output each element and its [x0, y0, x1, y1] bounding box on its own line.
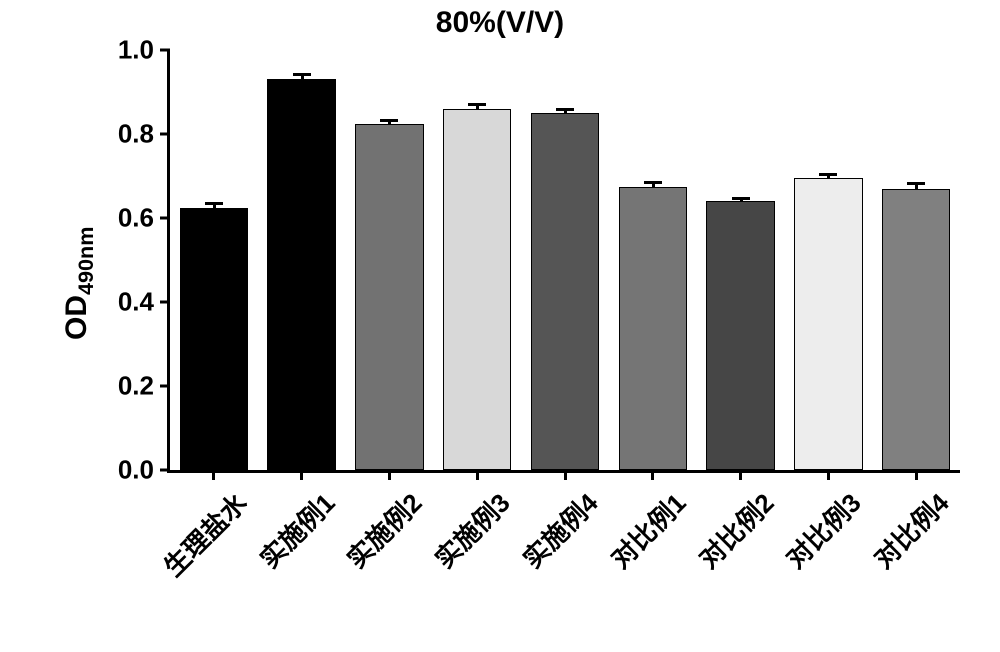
- y-tick: 0.4: [118, 287, 170, 318]
- y-tick-mark: [160, 217, 170, 220]
- bar: [531, 113, 599, 470]
- y-tick: 0.6: [118, 203, 170, 234]
- x-tick-label: 对比例3: [701, 484, 869, 652]
- x-tick-mark: [564, 470, 567, 480]
- y-tick: 0.8: [118, 119, 170, 150]
- y-axis-label-sub: 490nm: [73, 227, 98, 295]
- x-tick-label: 实施例3: [350, 484, 518, 652]
- plot-area: 0.00.20.40.60.81.0生理盐水实施例1实施例2实施例3实施例4对比…: [170, 50, 960, 470]
- y-axis-label: OD490nm: [60, 227, 99, 340]
- y-tick-label: 0.0: [118, 455, 160, 486]
- y-tick-mark: [160, 133, 170, 136]
- y-tick-mark: [160, 469, 170, 472]
- y-tick-mark: [160, 385, 170, 388]
- y-tick-label: 0.2: [118, 371, 160, 402]
- x-tick-mark: [300, 470, 303, 480]
- bar: [180, 208, 248, 471]
- bar-rect: [355, 124, 423, 471]
- y-tick: 0.2: [118, 371, 170, 402]
- bar-chart: 80%(V/V) OD490nm 0.00.20.40.60.81.0生理盐水实…: [0, 0, 1000, 632]
- x-tick-mark: [476, 470, 479, 480]
- x-tick-label: 对比例1: [525, 484, 693, 652]
- y-tick: 0.0: [118, 455, 170, 486]
- bar: [355, 124, 423, 471]
- x-tick-mark: [915, 470, 918, 480]
- x-tick-mark: [651, 470, 654, 480]
- bar: [706, 201, 774, 470]
- x-tick-label: 实施例4: [438, 484, 606, 652]
- y-tick: 1.0: [118, 35, 170, 66]
- y-tick-label: 1.0: [118, 35, 160, 66]
- bar-rect: [531, 113, 599, 470]
- bars-layer: [170, 50, 960, 470]
- y-axis-label-main: OD: [60, 295, 93, 340]
- x-tick-mark: [388, 470, 391, 480]
- bar: [794, 178, 862, 470]
- bar: [882, 189, 950, 470]
- bar-rect: [794, 178, 862, 470]
- bar-rect: [706, 201, 774, 470]
- y-tick-label: 0.4: [118, 287, 160, 318]
- y-tick-label: 0.8: [118, 119, 160, 150]
- x-tick-label: 对比例2: [613, 484, 781, 652]
- x-tick-mark: [827, 470, 830, 480]
- x-tick-mark: [739, 470, 742, 480]
- y-tick-mark: [160, 301, 170, 304]
- x-tick-label: 实施例1: [174, 484, 342, 652]
- y-tick-mark: [160, 49, 170, 52]
- x-tick-label: 实施例2: [262, 484, 430, 652]
- x-tick-label: 对比例4: [789, 484, 957, 652]
- y-tick-label: 0.6: [118, 203, 160, 234]
- x-tick-label: 生理盐水: [86, 484, 254, 652]
- bar-rect: [180, 208, 248, 471]
- bar-rect: [882, 189, 950, 470]
- bar: [443, 109, 511, 470]
- bar-rect: [443, 109, 511, 470]
- bar-rect: [267, 79, 335, 470]
- bar: [619, 187, 687, 471]
- bar-rect: [619, 187, 687, 471]
- bar: [267, 79, 335, 470]
- x-tick-mark: [212, 470, 215, 480]
